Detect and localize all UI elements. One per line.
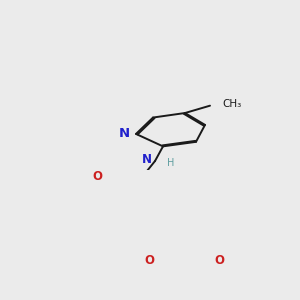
Text: O: O: [92, 170, 102, 183]
Text: N: N: [142, 153, 152, 166]
Text: O: O: [214, 254, 224, 267]
Text: N: N: [118, 128, 130, 140]
Text: CH₃: CH₃: [222, 99, 241, 109]
Text: H: H: [167, 158, 174, 168]
Text: O: O: [144, 254, 154, 267]
